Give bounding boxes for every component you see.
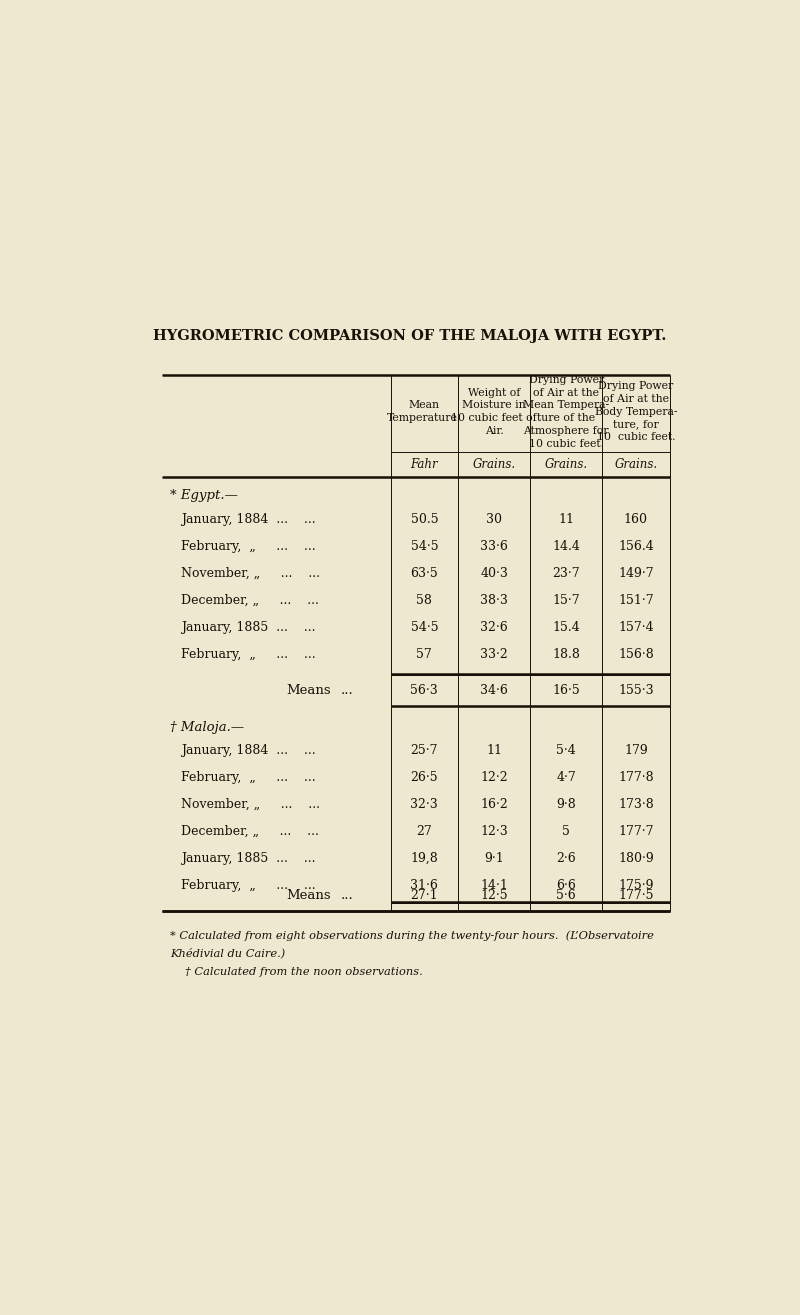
Text: 157·4: 157·4 <box>618 621 654 634</box>
Text: 38·3: 38·3 <box>480 594 508 608</box>
Text: 155·3: 155·3 <box>618 684 654 697</box>
Text: † Calculated from the noon observations.: † Calculated from the noon observations. <box>186 968 423 977</box>
Text: 16·5: 16·5 <box>552 684 580 697</box>
Text: 26·5: 26·5 <box>410 771 438 784</box>
Text: 25·7: 25·7 <box>410 744 438 757</box>
Text: 12·3: 12·3 <box>480 825 508 838</box>
Text: ...: ... <box>340 684 353 697</box>
Text: 160: 160 <box>624 513 648 526</box>
Text: 2·6: 2·6 <box>556 852 576 865</box>
Text: February,  „   ...    ...: February, „ ... ... <box>182 648 316 661</box>
Text: Khédivial du Caire.): Khédivial du Caire.) <box>170 947 285 957</box>
Text: 15·7: 15·7 <box>552 594 580 608</box>
Text: * Egypt.—: * Egypt.— <box>170 489 238 501</box>
Text: December, „   ...    ...: December, „ ... ... <box>182 825 319 838</box>
Text: November, „   ...    ...: November, „ ... ... <box>182 567 320 580</box>
Text: January, 1885  ...    ...: January, 1885 ... ... <box>182 852 316 865</box>
Text: Weight of
Moisture in
10 cubic feet of
Air.: Weight of Moisture in 10 cubic feet of A… <box>451 388 537 437</box>
Text: 151·7: 151·7 <box>618 594 654 608</box>
Text: 14.4: 14.4 <box>552 540 580 554</box>
Text: 18.8: 18.8 <box>552 648 580 661</box>
Text: HYGROMETRIC COMPARISON OF THE MALOJA WITH EGYPT.: HYGROMETRIC COMPARISON OF THE MALOJA WIT… <box>154 330 666 343</box>
Text: 58: 58 <box>417 594 432 608</box>
Text: 32·6: 32·6 <box>480 621 508 634</box>
Text: 12·5: 12·5 <box>480 889 508 902</box>
Text: 11: 11 <box>486 744 502 757</box>
Text: 5: 5 <box>562 825 570 838</box>
Text: Mean
Temperature.: Mean Temperature. <box>387 401 462 423</box>
Text: 33·6: 33·6 <box>480 540 508 554</box>
Text: 156.4: 156.4 <box>618 540 654 554</box>
Text: February,  „   ...    ...: February, „ ... ... <box>182 540 316 554</box>
Text: 50.5: 50.5 <box>410 513 438 526</box>
Text: Grains.: Grains. <box>473 458 516 471</box>
Text: 15.4: 15.4 <box>552 621 580 634</box>
Text: 149·7: 149·7 <box>618 567 654 580</box>
Text: 5·6: 5·6 <box>556 889 576 902</box>
Text: Grains.: Grains. <box>614 458 658 471</box>
Text: January, 1884  ...    ...: January, 1884 ... ... <box>182 744 316 757</box>
Text: † Maloja.—: † Maloja.— <box>170 721 244 734</box>
Text: 9·1: 9·1 <box>484 852 504 865</box>
Text: 54·5: 54·5 <box>410 540 438 554</box>
Text: 23·7: 23·7 <box>552 567 580 580</box>
Text: 14·1: 14·1 <box>480 878 508 892</box>
Text: 63·5: 63·5 <box>410 567 438 580</box>
Text: December, „   ...    ...: December, „ ... ... <box>182 594 319 608</box>
Text: 27: 27 <box>417 825 432 838</box>
Text: January, 1885  ...    ...: January, 1885 ... ... <box>182 621 316 634</box>
Text: January, 1884  ...    ...: January, 1884 ... ... <box>182 513 316 526</box>
Text: Means: Means <box>286 684 330 697</box>
Text: 9·8: 9·8 <box>556 798 576 811</box>
Text: Drying Power
of Air at the
Mean Tempera-
ture of the
Atmosphere for
10 cubic fee: Drying Power of Air at the Mean Tempera-… <box>523 375 610 448</box>
Text: 32·3: 32·3 <box>410 798 438 811</box>
Text: 177·7: 177·7 <box>618 825 654 838</box>
Text: 34·6: 34·6 <box>480 684 508 697</box>
Text: 30: 30 <box>486 513 502 526</box>
Text: Means: Means <box>286 889 330 902</box>
Text: 179: 179 <box>624 744 648 757</box>
Text: Grains.: Grains. <box>545 458 588 471</box>
Text: 31·6: 31·6 <box>410 878 438 892</box>
Text: 16·2: 16·2 <box>480 798 508 811</box>
Text: 27·1: 27·1 <box>410 889 438 902</box>
Text: February,  „   ...    ...: February, „ ... ... <box>182 878 316 892</box>
Text: 177·8: 177·8 <box>618 771 654 784</box>
Text: November, „   ...    ...: November, „ ... ... <box>182 798 320 811</box>
Text: 54·5: 54·5 <box>410 621 438 634</box>
Text: 33·2: 33·2 <box>480 648 508 661</box>
Text: 40·3: 40·3 <box>480 567 508 580</box>
Text: 156·8: 156·8 <box>618 648 654 661</box>
Text: 12·2: 12·2 <box>480 771 508 784</box>
Text: 177·5: 177·5 <box>618 889 654 902</box>
Text: ...: ... <box>340 889 353 902</box>
Text: 57: 57 <box>417 648 432 661</box>
Text: 180·9: 180·9 <box>618 852 654 865</box>
Text: Fahr: Fahr <box>410 458 438 471</box>
Text: Drying Power
of Air at the
Body Tempera-
ture, for
10  cubic feet.: Drying Power of Air at the Body Tempera-… <box>594 381 677 443</box>
Text: 6·6: 6·6 <box>556 878 576 892</box>
Text: 5·4: 5·4 <box>556 744 576 757</box>
Text: 4·7: 4·7 <box>556 771 576 784</box>
Text: * Calculated from eight observations during the twenty-four hours.  (L’Observato: * Calculated from eight observations dur… <box>170 930 654 940</box>
Text: 11: 11 <box>558 513 574 526</box>
Text: 173·8: 173·8 <box>618 798 654 811</box>
Text: 56·3: 56·3 <box>410 684 438 697</box>
Text: February,  „   ...    ...: February, „ ... ... <box>182 771 316 784</box>
Text: 19,8: 19,8 <box>410 852 438 865</box>
Text: 175·9: 175·9 <box>618 878 654 892</box>
